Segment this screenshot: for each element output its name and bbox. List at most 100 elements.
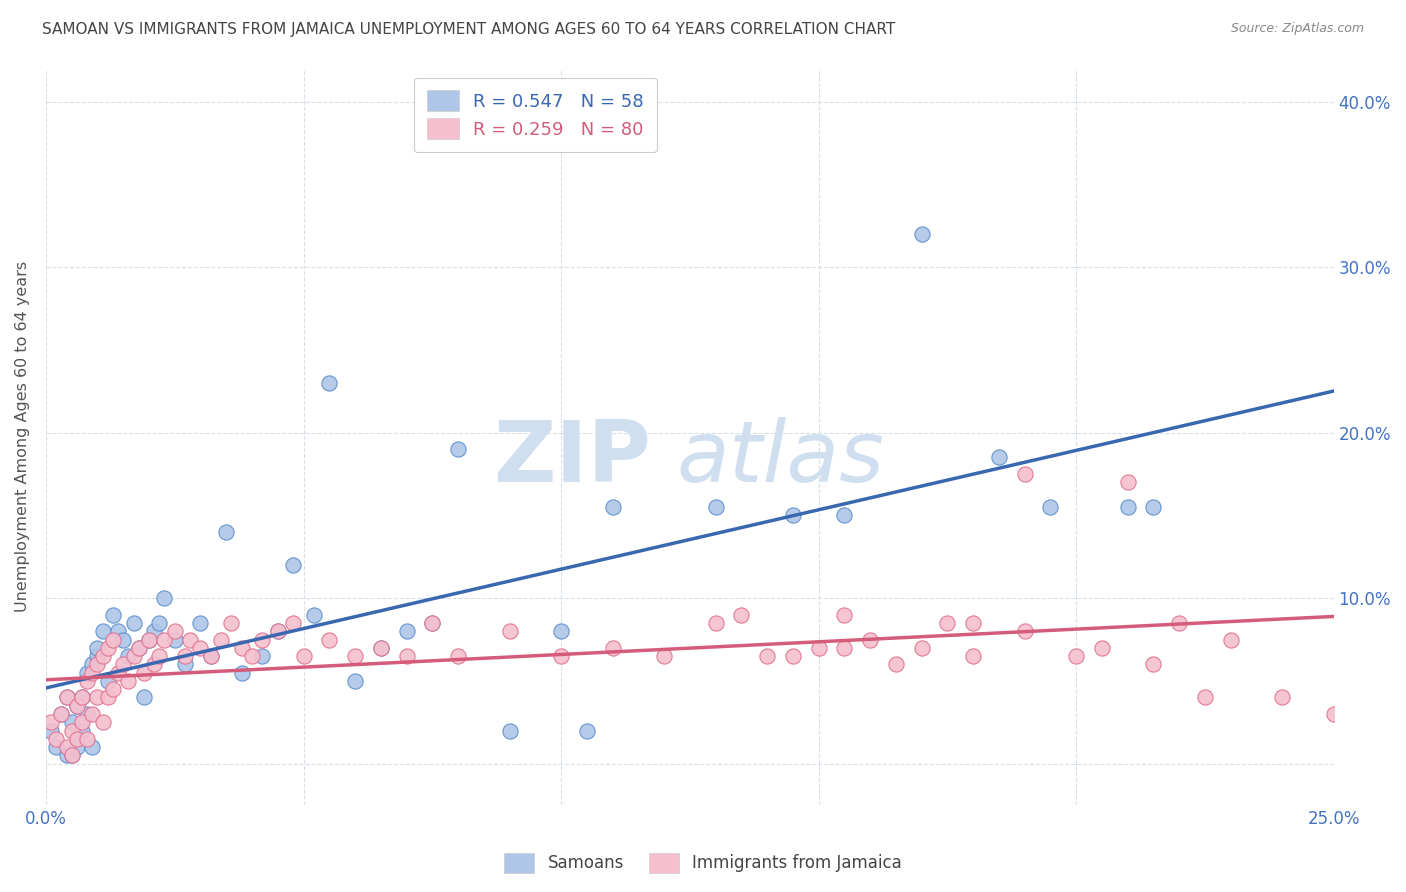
Point [283,558,305,572]
Point [575,723,598,738]
Point [179,632,201,647]
Point [231,640,253,655]
Point [60,748,83,763]
Point [209,632,232,647]
Point [55,740,77,755]
Point [1168,615,1191,630]
Point [252,649,274,664]
Point [66,698,89,713]
Point [221,615,243,630]
Point [910,640,932,655]
Point [1064,649,1087,664]
Point [267,624,290,639]
Point [112,657,135,672]
Point [602,640,624,655]
Point [550,624,572,639]
Point [97,673,120,688]
Point [190,640,212,655]
Point [82,657,104,672]
Point [884,657,907,672]
Point [834,640,856,655]
Point [76,731,98,746]
Point [602,500,624,515]
Point [143,624,166,639]
Point [82,740,104,755]
Point [117,649,139,664]
Point [215,524,238,539]
Point [936,615,959,630]
Point [163,624,186,639]
Point [132,690,155,705]
Point [148,615,170,630]
Point [101,607,124,622]
Point [962,615,984,630]
Text: SAMOAN VS IMMIGRANTS FROM JAMAICA UNEMPLOYMENT AMONG AGES 60 TO 64 YEARS CORRELA: SAMOAN VS IMMIGRANTS FROM JAMAICA UNEMPL… [42,22,896,37]
Point [128,640,150,655]
Point [395,624,418,639]
Point [60,715,83,730]
Point [420,615,443,630]
Point [86,640,108,655]
Point [86,690,108,705]
Point [343,649,366,664]
Point [782,649,804,664]
Point [190,615,212,630]
Point [834,508,856,523]
Point [370,640,392,655]
Point [395,649,418,664]
Point [267,624,290,639]
Point [97,690,120,705]
Point [86,657,108,672]
Point [730,607,752,622]
Point [153,591,176,606]
Point [66,698,89,713]
Point [1014,624,1036,639]
Point [252,632,274,647]
Point [498,624,520,639]
Legend: R = 0.547   N = 58, R = 0.259   N = 80: R = 0.547 N = 58, R = 0.259 N = 80 [413,78,657,152]
Point [550,649,572,664]
Point [1194,690,1216,705]
Point [652,649,675,664]
Point [39,723,62,738]
Point [91,715,114,730]
Point [101,632,124,647]
Point [420,615,443,630]
Point [1323,706,1346,721]
Point [55,690,77,705]
Point [55,690,77,705]
Point [910,227,932,241]
Point [86,649,108,664]
Point [132,665,155,680]
Point [704,500,727,515]
Point [834,607,856,622]
Text: Source: ZipAtlas.com: Source: ZipAtlas.com [1230,22,1364,36]
Point [1142,500,1164,515]
Point [60,723,83,738]
Point [153,632,176,647]
Point [107,624,129,639]
Point [292,649,315,664]
Point [101,682,124,697]
Point [447,649,470,664]
Point [1039,500,1062,515]
Point [117,673,139,688]
Point [55,748,77,763]
Point [143,657,166,672]
Point [782,508,804,523]
Point [1116,500,1139,515]
Point [240,649,263,664]
Point [163,632,186,647]
Point [343,673,366,688]
Point [138,632,160,647]
Point [1116,475,1139,490]
Point [231,665,253,680]
Point [107,665,129,680]
Text: atlas: atlas [676,417,884,500]
Text: ZIP: ZIP [494,417,651,500]
Point [122,649,145,664]
Point [76,673,98,688]
Point [82,706,104,721]
Point [704,615,727,630]
Point [97,640,120,655]
